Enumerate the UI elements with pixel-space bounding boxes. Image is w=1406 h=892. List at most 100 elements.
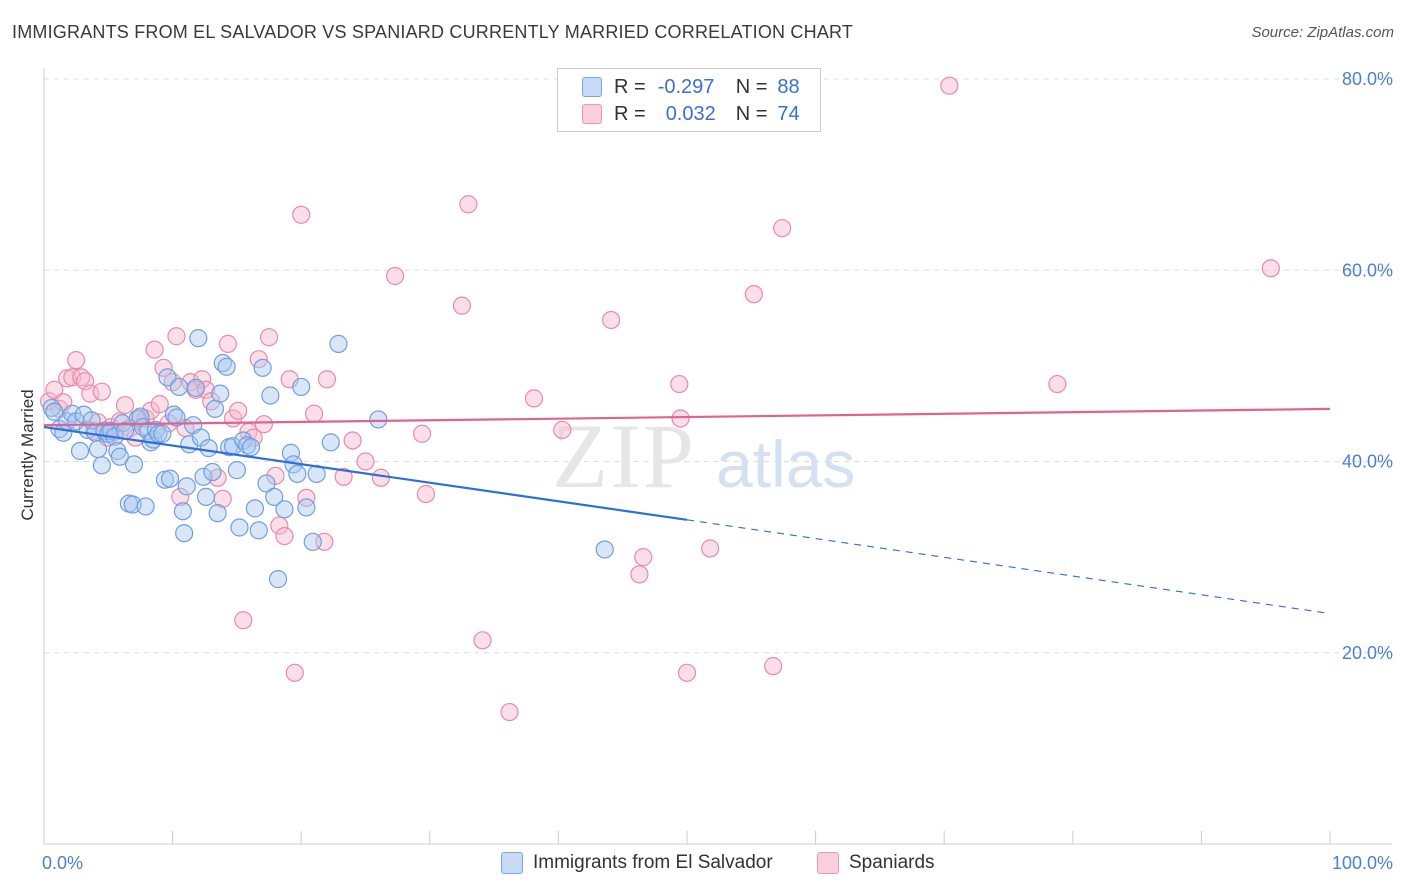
legend-label: Immigrants from El Salvador [533,852,773,873]
data-point-spaniards [343,431,362,450]
data-point-spaniards [524,389,544,408]
tick-labels: 20.0% 40.0% 60.0% 80.0% 0.0% 100.0% [42,69,1393,873]
data-point-el-salvador [70,441,90,461]
data-point-el-salvador [196,487,216,506]
y-tick-label: 20.0% [1342,643,1393,663]
data-point-el-salvador [175,524,194,543]
data-point-el-salvador [275,500,294,519]
data-point-spaniards [940,76,959,95]
svg-text:ZIP: ZIP [552,405,696,507]
data-point-spaniards [171,487,190,506]
data-point-el-salvador [169,377,189,397]
data-point-spaniards [553,420,572,440]
legend-n-value: 74 [777,102,800,125]
data-point-spaniards [500,702,519,722]
data-point-el-salvador [124,455,144,474]
data-point-spaniards [275,526,294,546]
data-point-el-salvador [245,499,265,518]
data-point-el-salvador [257,474,276,493]
data-point-spaniards [412,424,432,443]
data-point-el-salvador [217,357,236,376]
gridlines [44,78,1392,654]
data-point-spaniards [317,370,337,389]
data-point-el-salvador [155,470,174,489]
series-legend: Immigrants from El Salvador Spaniards [0,852,1406,878]
y-tick-label: 60.0% [1342,260,1393,280]
data-point-spaniards [416,484,436,504]
trend-line-spaniards [43,407,1331,427]
data-point-spaniards [773,219,792,238]
x-tick-label: 0.0% [42,853,83,873]
data-point-el-salvador [369,410,388,429]
data-point-el-salvador [88,439,108,459]
trend-line-el-salvador-extension [686,519,1331,615]
data-point-el-salvador [268,570,288,589]
data-point-el-salvador [292,377,311,397]
data-point-spaniards [154,358,173,377]
correlation-legend: R = -0.297 N = 88 R = 0.032 N = 74 [557,68,821,132]
data-point-el-salvador [288,464,307,484]
watermark: ZIP atlas [552,405,855,507]
series-el-salvador [42,329,614,589]
data-point-spaniards [92,382,111,401]
legend-swatch-blue [582,77,602,97]
legend-item-spaniards: Spaniards [817,852,935,874]
legend-r-value: 0.032 [665,102,716,125]
data-point-el-salvador [177,477,196,496]
legend-swatch-pink [817,852,839,874]
data-point-spaniards [334,467,353,486]
data-point-spaniards [744,285,763,304]
legend-r-value: -0.297 [657,75,715,98]
data-point-el-salvador [297,498,316,517]
data-point-spaniards [45,380,64,399]
source-note: Source: ZipAtlas.com [1251,24,1394,41]
data-point-spaniards [371,468,391,487]
legend-n-label: N = [735,75,768,98]
data-point-spaniards [670,374,689,394]
data-point-el-salvador [173,502,192,521]
data-point-spaniards [701,539,720,558]
data-point-spaniards [259,328,279,347]
data-point-el-salvador [199,439,218,458]
data-point-spaniards [218,334,237,353]
data-point-el-salvador [253,358,272,377]
trend-line-el-salvador [43,425,688,521]
data-point-spaniards [150,395,169,414]
data-point-el-salvador [194,467,213,486]
x-tick-label: 100.0% [1332,853,1393,873]
data-point-spaniards [234,611,253,630]
data-point-el-salvador [136,497,155,516]
legend-item-el-salvador: Immigrants from El Salvador [501,852,773,874]
data-point-spaniards [81,384,100,403]
data-point-spaniards [1048,374,1067,394]
svg-text:atlas: atlas [716,427,855,501]
legend-n-label: N = [735,102,768,125]
data-point-spaniards [634,548,653,567]
data-point-el-salvador [45,402,64,421]
data-point-el-salvador [131,407,150,426]
data-point-spaniards [145,340,164,359]
data-point-el-salvador [211,384,230,403]
data-point-el-salvador [149,424,168,443]
data-point-spaniards [115,395,135,415]
data-point-el-salvador [249,521,268,540]
legend-n-value: 88 [777,75,800,98]
y-tick-label: 40.0% [1342,452,1393,472]
data-point-el-salvador [167,408,186,427]
data-point-el-salvador [208,504,227,523]
data-point-el-salvador [186,378,205,397]
data-point-spaniards [630,565,649,584]
data-point-spaniards [208,468,227,487]
data-point-el-salvador [595,540,614,559]
data-point-spaniards [459,195,478,214]
y-axis-label: Currently Married [18,389,37,520]
data-point-el-salvador [153,424,172,443]
trend-lines [43,407,1331,615]
series-spaniards [40,76,1280,722]
data-point-spaniards [356,452,375,471]
legend-row-el-salvador: R = -0.297 N = 88 [582,75,800,99]
data-point-spaniards [285,663,304,682]
data-point-el-salvador [281,443,301,462]
data-point-el-salvador [189,329,208,348]
